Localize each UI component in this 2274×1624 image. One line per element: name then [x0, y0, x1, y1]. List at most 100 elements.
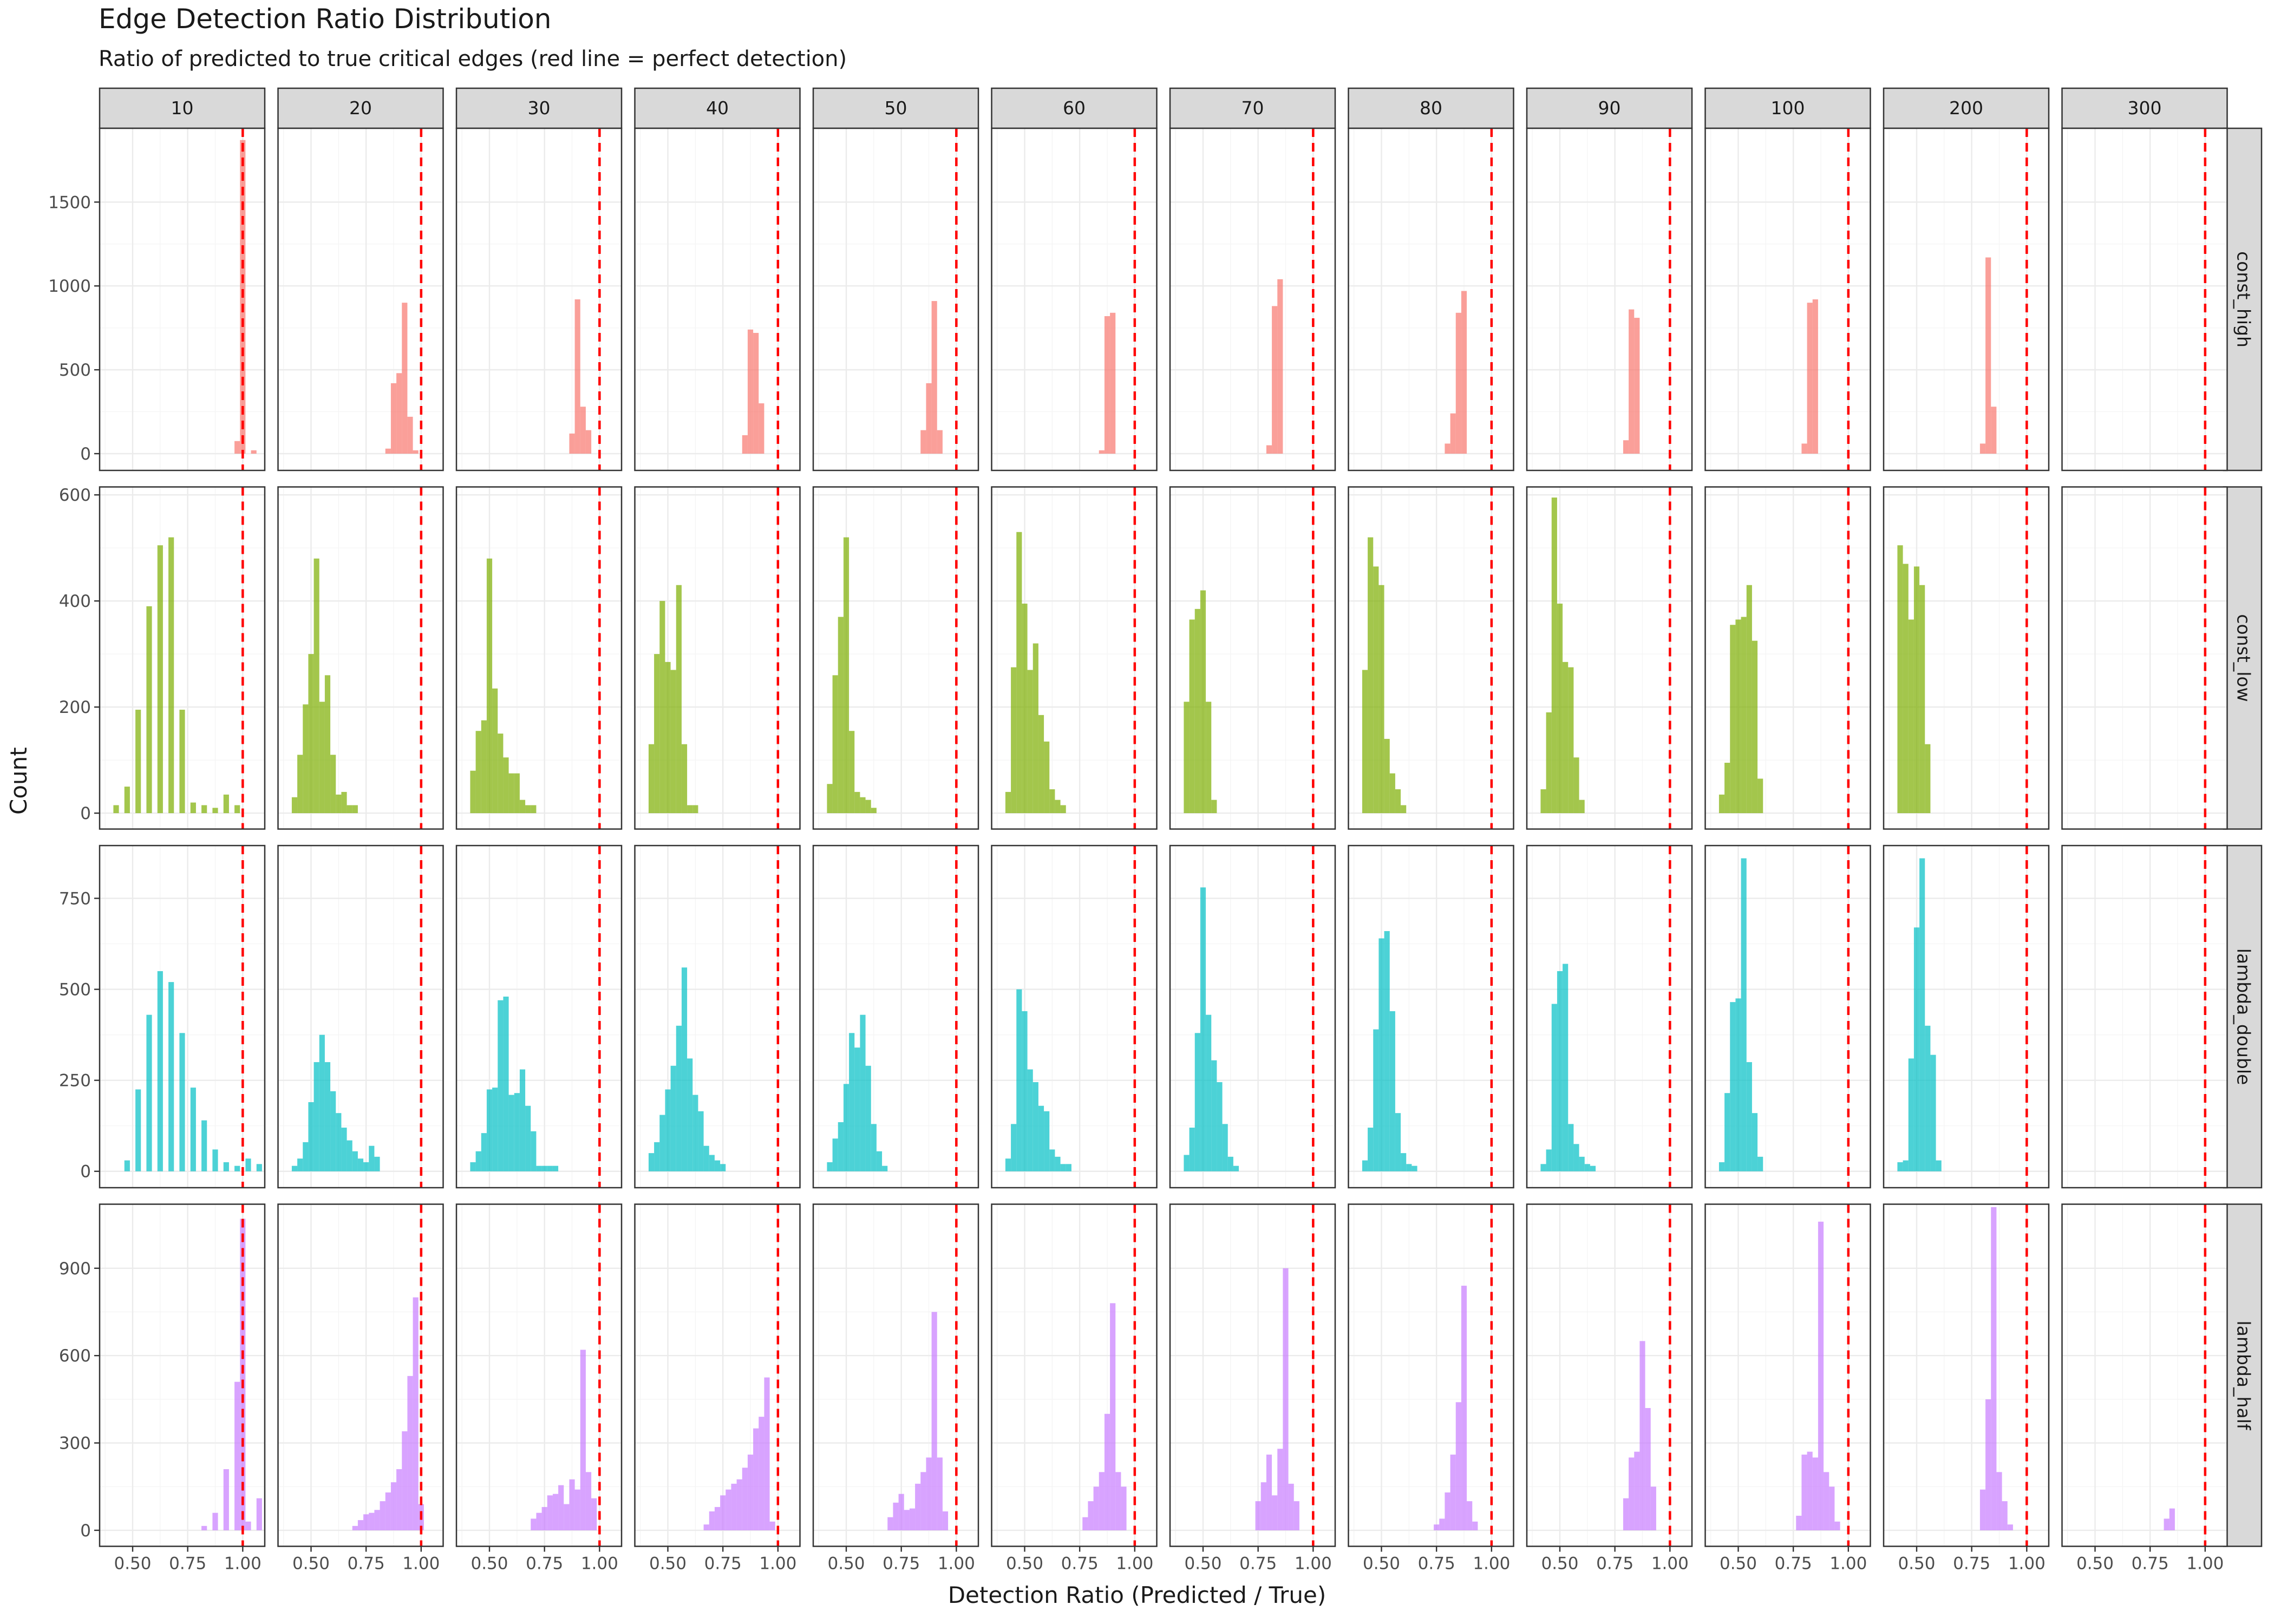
histogram-bar — [201, 805, 207, 814]
column-strip-label: 40 — [706, 97, 729, 119]
histogram-bar — [1563, 964, 1569, 1171]
histogram-bar — [926, 383, 932, 454]
histogram-bar — [503, 997, 509, 1171]
histogram-bar — [369, 1145, 375, 1171]
histogram-bar — [1908, 619, 1914, 814]
histogram-bar — [124, 1160, 130, 1171]
histogram-bar — [676, 585, 682, 814]
panel-background — [1884, 128, 2049, 470]
y-tick-label: 250 — [59, 1071, 91, 1091]
panel-border — [1883, 486, 2050, 830]
histogram-bar — [475, 731, 481, 814]
histogram-bar — [1908, 1058, 1914, 1171]
histogram-bar — [498, 1000, 504, 1171]
column-strip — [1526, 87, 1693, 129]
histogram-bar — [1055, 800, 1061, 814]
histogram-bar — [659, 1115, 665, 1171]
x-tick-label: 0.50 — [114, 1554, 151, 1574]
histogram-bar — [341, 791, 347, 814]
histogram-bar — [330, 755, 336, 814]
histogram-bar — [670, 670, 676, 814]
histogram-bar — [1266, 445, 1272, 454]
column-strip — [991, 87, 1158, 129]
histogram-bar — [1293, 1501, 1299, 1530]
histogram-bar — [1104, 1413, 1110, 1530]
panel-border — [99, 127, 266, 472]
histogram-bar — [157, 545, 163, 814]
histogram-bar — [347, 1140, 352, 1171]
histogram-bar — [498, 734, 504, 814]
panel-background — [456, 128, 622, 470]
histogram-bar — [1557, 604, 1563, 814]
histogram-bar — [871, 808, 877, 814]
histogram-bar — [1796, 1516, 1802, 1530]
panel-background — [2062, 1204, 2227, 1547]
histogram-bar — [240, 1219, 246, 1530]
histogram-bar — [585, 430, 592, 454]
panel-border — [812, 486, 979, 830]
histogram-bar — [1546, 1149, 1552, 1171]
histogram-bar — [937, 1457, 943, 1530]
histogram-bar — [747, 329, 754, 454]
x-tick-label: 0.75 — [704, 1554, 742, 1574]
column-strip-label: 10 — [171, 97, 194, 119]
histogram-bar — [1038, 1105, 1044, 1171]
histogram-bar — [1735, 998, 1741, 1171]
x-tick-label: 0.50 — [1898, 1554, 1935, 1574]
histogram-bar — [1434, 1524, 1440, 1530]
histogram-bar — [1194, 608, 1200, 814]
histogram-bar — [1184, 1155, 1190, 1171]
histogram-bar — [1650, 1487, 1656, 1530]
histogram-bar — [1455, 312, 1461, 454]
histogram-bar — [1936, 1160, 1942, 1171]
histogram-bar — [1412, 1165, 1417, 1171]
histogram-bar — [212, 1512, 218, 1530]
histogram-bar — [1227, 1156, 1233, 1171]
histogram-bar — [503, 757, 509, 814]
histogram-bar — [747, 1455, 754, 1530]
histogram-bar — [1834, 1521, 1840, 1530]
histogram-bar — [352, 1525, 358, 1530]
histogram-bar — [514, 773, 520, 814]
histogram-bar — [536, 1165, 542, 1171]
x-axis-label: Detection Ratio (Predicted / True) — [948, 1582, 1327, 1608]
y-tick-label: 900 — [59, 1259, 91, 1279]
histogram-bar — [2007, 1524, 2013, 1530]
histogram-bar — [1925, 744, 1931, 814]
histogram-bar — [714, 1160, 721, 1171]
histogram-bar — [1060, 1164, 1066, 1171]
histogram-bar — [1979, 1489, 1986, 1530]
histogram-bar — [1724, 1093, 1730, 1171]
histogram-bar — [374, 1156, 380, 1171]
panel-border — [1348, 127, 1514, 472]
histogram-bar — [1055, 1156, 1061, 1171]
histogram-bar — [769, 1521, 775, 1530]
panel-border — [455, 844, 623, 1189]
panel-background — [278, 128, 443, 470]
x-tick-label: 0.75 — [526, 1554, 563, 1574]
histogram-bar — [843, 537, 850, 814]
x-tick-label: 0.50 — [1006, 1554, 1043, 1574]
histogram-bar — [1985, 1399, 1991, 1530]
histogram-bar — [492, 1088, 498, 1171]
histogram-bar — [654, 654, 660, 814]
panel-background — [1527, 1204, 1692, 1547]
histogram-bar — [692, 1095, 698, 1171]
panel-border — [2061, 486, 2228, 830]
histogram-bar — [1088, 1501, 1094, 1530]
histogram-bar — [1718, 794, 1725, 814]
histogram-bar — [1903, 1160, 1909, 1171]
histogram-bar — [1634, 318, 1640, 454]
histogram-bar — [135, 1089, 141, 1171]
column-strip — [1348, 87, 1514, 129]
histogram-bar — [1455, 1402, 1461, 1530]
histogram-bar — [1913, 566, 1920, 814]
histogram-bar — [665, 662, 671, 814]
histogram-bar — [179, 1033, 185, 1171]
histogram-bar — [223, 1469, 229, 1530]
histogram-bar — [1757, 778, 1763, 814]
histogram-bar — [201, 1525, 207, 1530]
histogram-bar — [681, 967, 688, 1171]
histogram-bar — [648, 744, 655, 814]
panel-border — [1169, 1203, 1336, 1547]
